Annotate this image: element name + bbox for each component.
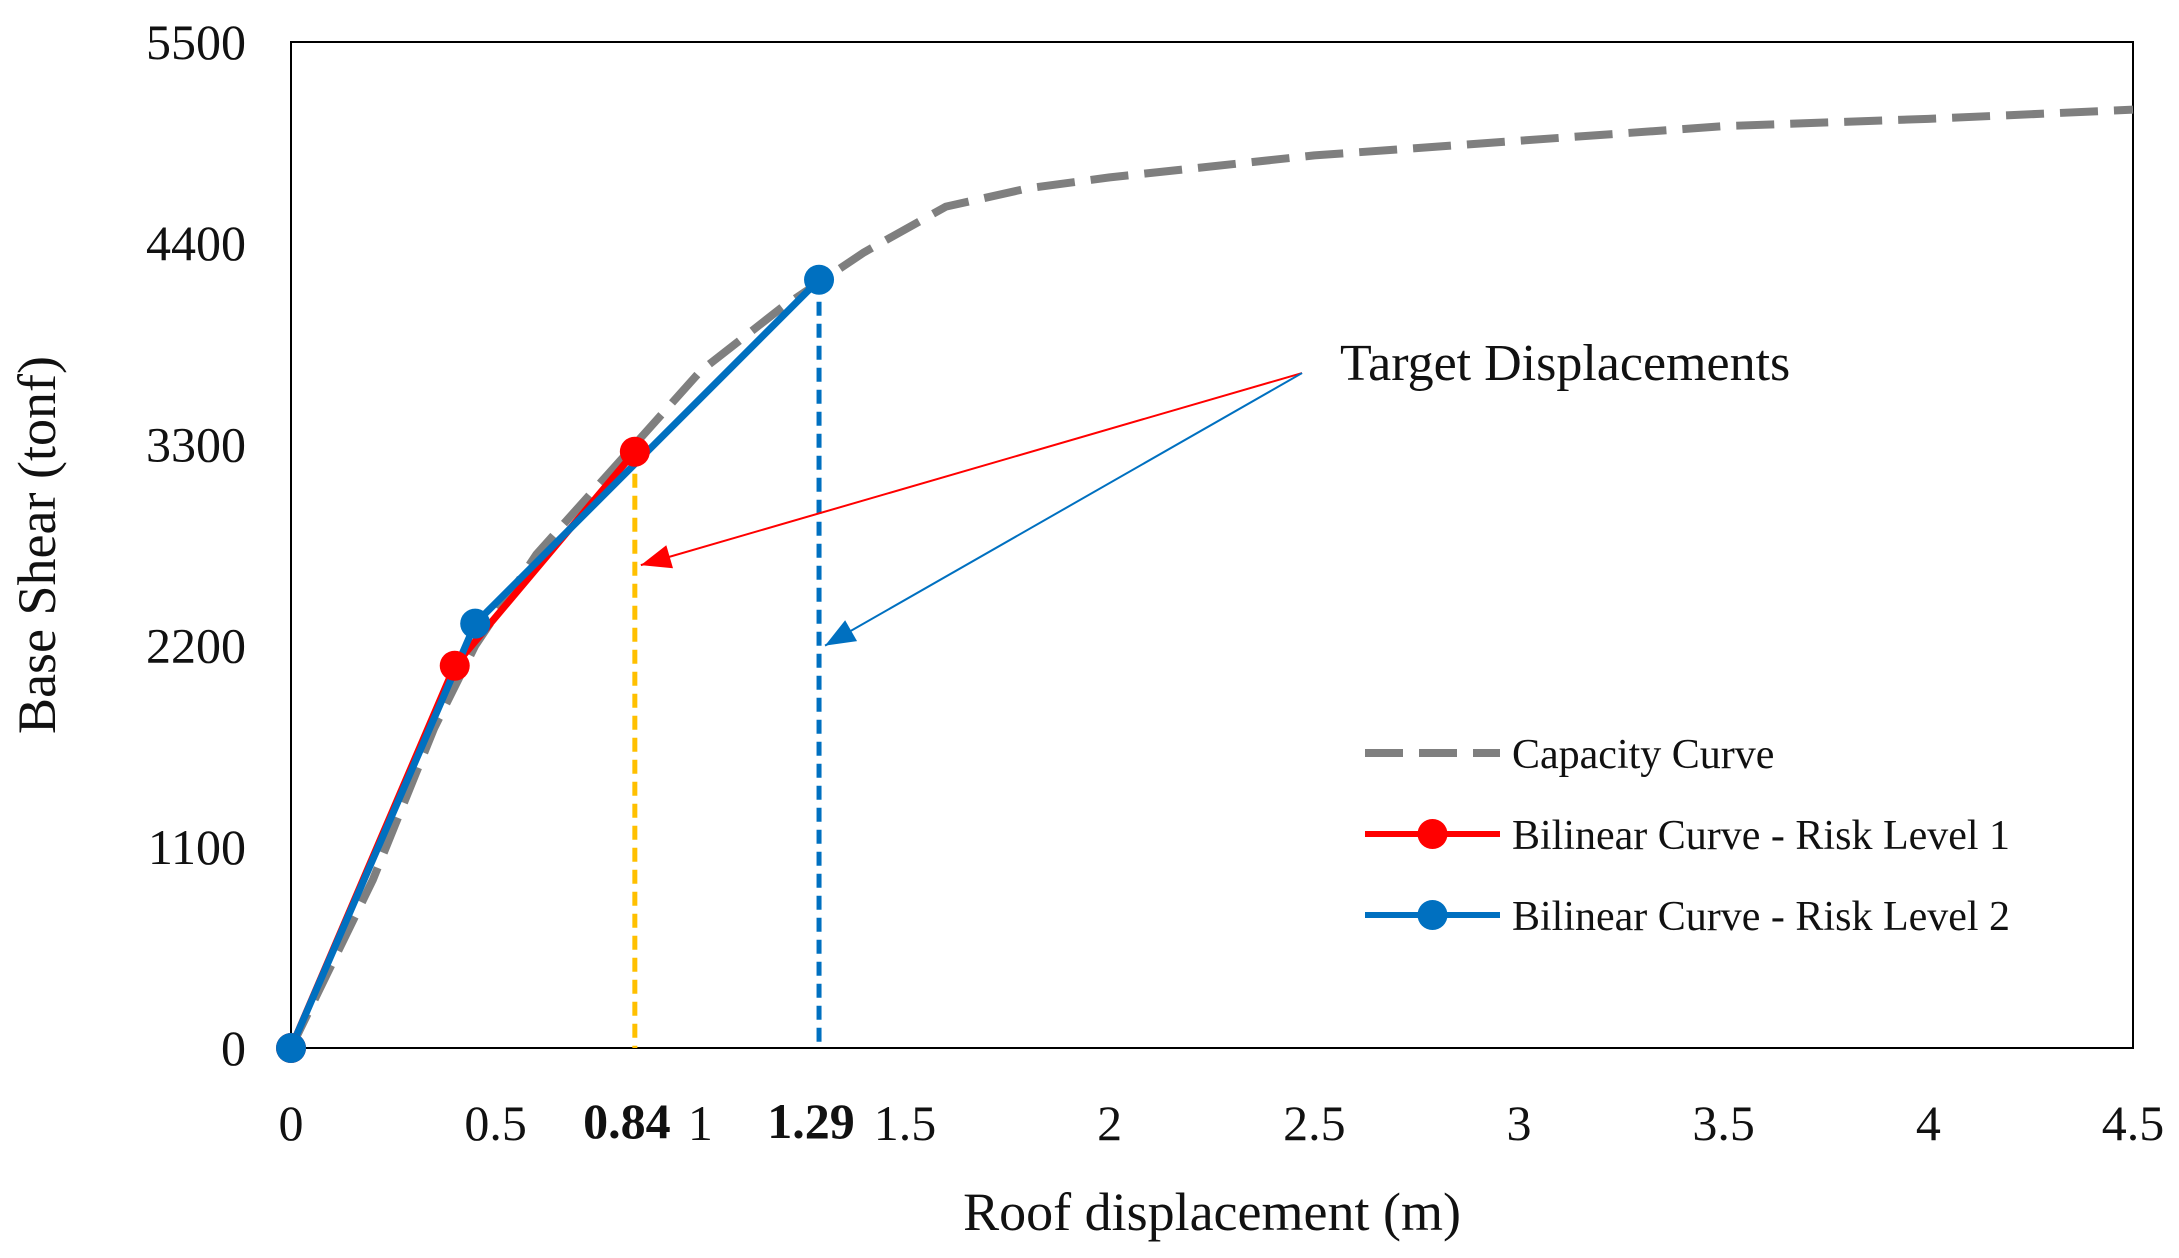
y-tick-label: 3300 [146,416,246,472]
x-tick-label: 4.5 [2102,1095,2165,1151]
y-tick-label: 0 [221,1020,246,1076]
data-point-risk-level-2 [460,608,491,639]
target-displacement-tick-label: 0.84 [583,1093,671,1149]
x-tick-label: 1 [688,1095,713,1151]
legend: Capacity Curve Bilinear Curve - Risk Leve… [1365,732,2010,940]
x-tick-label: 2.5 [1283,1095,1346,1151]
annotation-arrow-head [825,620,858,646]
ticks-layer: 0 1100 2200 3300 4400 5500 0 0.5 1 1.5 2 2.5 3 3.5 4 4.… [146,14,2164,1151]
x-tick-label: 1.5 [874,1095,937,1151]
x-tick-label: 0.5 [464,1095,527,1151]
legend-label: Capacity Curve [1512,732,1774,778]
x-tick-label: 0 [279,1095,304,1151]
annotation-text: Target Displacements [1340,335,1790,392]
legend-swatch-marker [1417,819,1448,849]
legend-label: Bilinear Curve - Risk Level 2 [1512,894,2010,940]
target-displacement-tick-label: 1.29 [767,1093,855,1149]
x-tick-label: 4 [1916,1095,1941,1151]
data-point-risk-level-2 [804,264,835,295]
lines-layer [276,105,2134,1063]
data-point-risk-level-1 [619,436,650,467]
x-axis-label: Roof displacement (m) [963,1182,1461,1242]
y-tick-label: 2200 [146,618,246,674]
legend-swatch-marker [1417,900,1448,930]
x-tick-label: 2 [1097,1095,1122,1151]
annotation-arrow-line [640,372,1303,567]
x-tick-label: 3 [1507,1095,1532,1151]
annotation-layer [640,372,1303,647]
plot-area [290,41,2134,1049]
y-tick-label: 1100 [148,819,246,875]
y-tick-label: 4400 [146,215,246,271]
legend-label: Bilinear Curve - Risk Level 1 [1512,813,2010,859]
data-point-risk-level-2 [276,1033,306,1063]
annotation-arrow-line [824,372,1303,647]
annotation-arrow-head [640,545,673,569]
x-tick-label: 3.5 [1692,1095,1755,1151]
y-axis-label: Base Shear (tonf) [7,356,67,734]
y-tick-label: 5500 [146,14,246,70]
data-point-risk-level-1 [439,650,470,681]
